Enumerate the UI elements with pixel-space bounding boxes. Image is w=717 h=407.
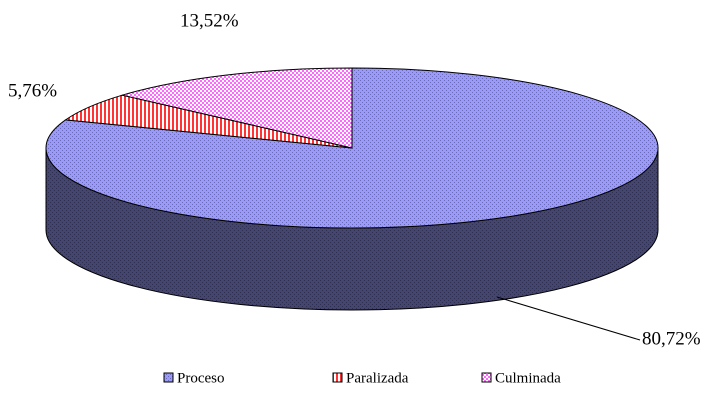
legend-swatch (481, 372, 492, 383)
legend-label: Culminada (495, 370, 561, 386)
pie-slice (120, 67, 353, 149)
legend-swatch (332, 372, 343, 383)
legend-label: Proceso (177, 370, 225, 386)
data-label: 5,76% (8, 80, 57, 101)
leader-line (496, 296, 641, 341)
legend-label: Paralizada (346, 370, 409, 386)
legend-swatch (163, 372, 174, 383)
data-label: 80,72% (642, 328, 701, 349)
data-label: 13,52% (180, 10, 239, 31)
